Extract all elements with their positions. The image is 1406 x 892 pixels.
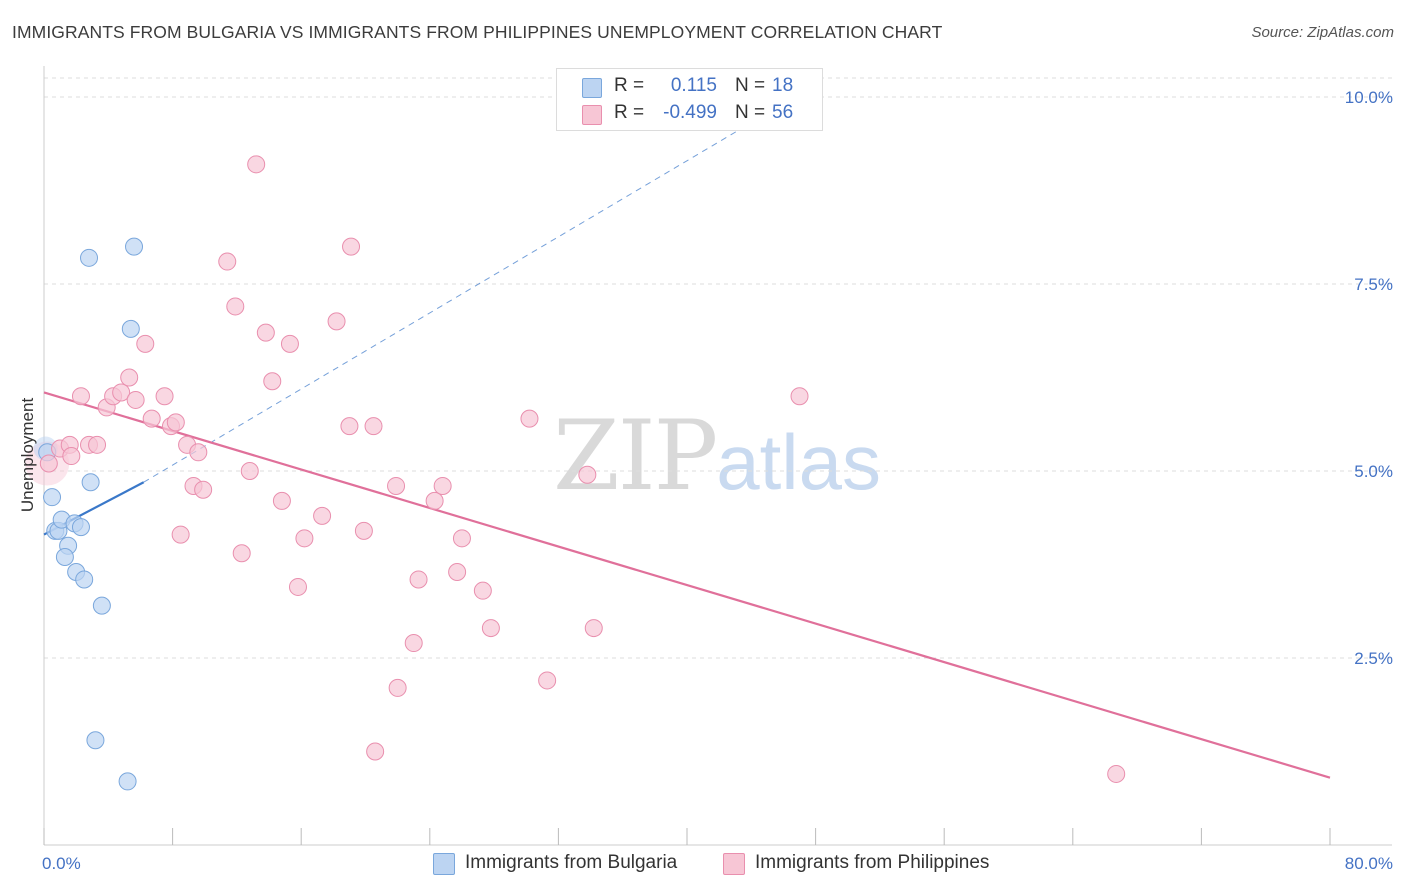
legend-r-label: R = bbox=[614, 102, 645, 123]
legend-swatch-bulgaria bbox=[582, 78, 602, 98]
data-point-philippines bbox=[171, 525, 190, 544]
data-point-bulgaria bbox=[125, 237, 144, 256]
data-point-philippines bbox=[136, 334, 155, 353]
trend-lines bbox=[43, 117, 1331, 779]
legend-r-value: 0.115 bbox=[670, 75, 717, 96]
data-point-bulgaria bbox=[121, 319, 140, 338]
data-point-philippines bbox=[340, 417, 359, 436]
data-point-philippines bbox=[448, 562, 467, 581]
legend-row-bulgaria: R = 0.115 N = 18 bbox=[557, 75, 822, 101]
data-point-philippines bbox=[71, 387, 90, 406]
legend-n-value: 18 bbox=[772, 75, 794, 96]
data-point-philippines bbox=[263, 372, 282, 391]
chart-title: IMMIGRANTS FROM BULGARIA VS IMMIGRANTS F… bbox=[12, 22, 943, 42]
data-point-philippines bbox=[166, 413, 185, 432]
data-point-philippines bbox=[142, 409, 161, 428]
data-point-bulgaria bbox=[81, 473, 100, 492]
data-point-philippines bbox=[88, 435, 107, 454]
data-point-philippines bbox=[226, 297, 245, 316]
y-axis-title: Unemployment bbox=[18, 398, 37, 513]
watermark-zip: ZIP bbox=[553, 400, 718, 512]
data-point-philippines bbox=[409, 570, 428, 589]
data-point-philippines bbox=[452, 529, 471, 548]
data-point-bulgaria bbox=[92, 596, 111, 615]
data-point-philippines bbox=[790, 387, 809, 406]
data-point-philippines bbox=[62, 447, 81, 466]
data-point-bulgaria bbox=[80, 248, 99, 267]
series-label-philippines: Immigrants from Philippines bbox=[755, 852, 990, 873]
y-tick-label: 5.0% bbox=[1354, 462, 1393, 481]
legend-n-label: N = bbox=[735, 75, 766, 96]
data-point-philippines bbox=[126, 390, 145, 409]
grid-lines bbox=[44, 77, 1392, 659]
data-point-bulgaria bbox=[118, 772, 137, 791]
data-point-philippines bbox=[280, 334, 299, 353]
data-point-bulgaria bbox=[75, 570, 94, 589]
zipatlas-watermark: ZIPatlas bbox=[553, 400, 881, 512]
trend-line-bulgaria-extrapolated bbox=[143, 117, 760, 483]
data-point-philippines bbox=[327, 312, 346, 331]
axis-labels: 2.5% 5.0% 7.5% 10.0% 0.0% 80.0% Unemployment bbox=[18, 88, 1393, 873]
data-point-philippines bbox=[473, 581, 492, 600]
y-tick-label: 2.5% bbox=[1354, 649, 1393, 668]
series-swatch-philippines bbox=[723, 853, 745, 875]
data-point-philippines bbox=[295, 529, 314, 548]
data-point-philippines bbox=[404, 634, 423, 653]
data-point-philippines bbox=[272, 491, 291, 510]
correlation-legend: R = 0.115 N = 18 R = -0.499 N = 56 bbox=[556, 68, 823, 131]
data-point-bulgaria bbox=[55, 548, 74, 567]
data-point-philippines bbox=[39, 454, 58, 473]
legend-row-philippines: R = -0.499 N = 56 bbox=[557, 102, 822, 128]
data-point-philippines bbox=[364, 417, 383, 436]
data-point-philippines bbox=[433, 476, 452, 495]
data-point-bulgaria bbox=[86, 731, 105, 750]
source-label: Source: ZipAtlas.com bbox=[1251, 24, 1394, 41]
data-point-philippines bbox=[240, 462, 259, 480]
data-point-philippines bbox=[520, 409, 539, 428]
data-point-philippines bbox=[342, 237, 361, 256]
legend-n-label: N = bbox=[735, 102, 766, 123]
data-point-philippines bbox=[112, 383, 131, 402]
series-swatch-bulgaria bbox=[433, 853, 455, 875]
data-point-philippines bbox=[354, 521, 373, 540]
trend-line-philippines bbox=[43, 391, 1331, 779]
series-legend: Immigrants from Bulgaria Immigrants from… bbox=[0, 852, 1406, 878]
data-point-philippines bbox=[313, 506, 332, 525]
data-point-philippines bbox=[120, 368, 139, 387]
data-point-philippines bbox=[1107, 764, 1126, 783]
data-point-bulgaria bbox=[43, 488, 62, 507]
data-point-philippines bbox=[387, 476, 406, 495]
series-label-bulgaria: Immigrants from Bulgaria bbox=[465, 852, 678, 873]
legend-r-label: R = bbox=[614, 75, 645, 96]
data-point-philippines bbox=[155, 387, 174, 406]
data-point-philippines bbox=[578, 465, 597, 484]
data-point-philippines bbox=[288, 577, 307, 596]
data-point-philippines bbox=[388, 678, 407, 697]
data-point-philippines bbox=[247, 155, 266, 174]
y-tick-label: 10.0% bbox=[1345, 88, 1393, 107]
axes bbox=[43, 66, 1392, 846]
legend-n-value: 56 bbox=[772, 102, 794, 123]
data-point-philippines bbox=[584, 619, 603, 638]
data-point-bulgaria bbox=[71, 518, 90, 537]
x-tick-label: 0.0% bbox=[42, 854, 81, 873]
data-point-philippines bbox=[256, 323, 275, 342]
watermark-atlas: atlas bbox=[716, 418, 881, 506]
data-point-philippines bbox=[189, 443, 208, 462]
legend-r-value: -0.499 bbox=[663, 102, 717, 123]
data-point-philippines bbox=[425, 491, 444, 510]
y-tick-label: 7.5% bbox=[1354, 275, 1393, 294]
data-point-philippines bbox=[194, 480, 213, 499]
x-tick-label: 80.0% bbox=[1345, 854, 1393, 873]
data-point-philippines bbox=[232, 544, 251, 563]
data-point-philippines bbox=[218, 252, 237, 271]
data-point-philippines bbox=[481, 619, 500, 638]
data-points bbox=[25, 155, 1126, 791]
data-point-philippines bbox=[538, 671, 557, 690]
data-point-philippines bbox=[366, 742, 385, 761]
legend-swatch-philippines bbox=[582, 105, 602, 125]
